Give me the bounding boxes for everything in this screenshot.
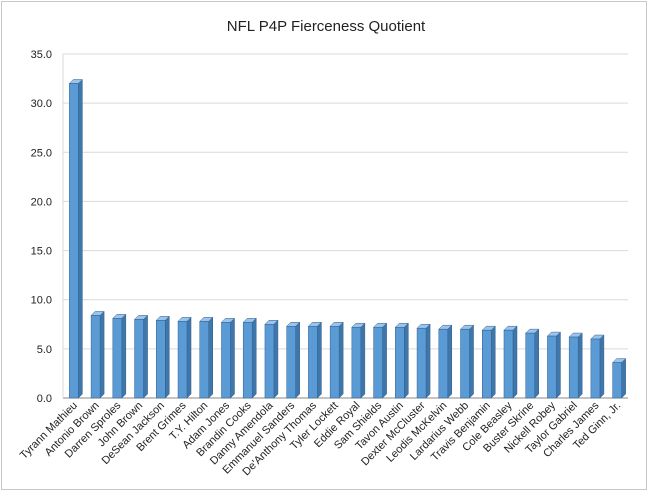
bar (590, 334, 605, 399)
bar-front (221, 322, 231, 399)
bar (220, 317, 236, 399)
bar-side (186, 316, 192, 399)
bar-front (590, 338, 601, 399)
y-tick-label: 35.0 (31, 49, 52, 61)
bar-front (525, 332, 535, 399)
bar-side (121, 313, 127, 399)
bar-front (612, 362, 622, 399)
bar (394, 322, 409, 399)
bar (155, 315, 170, 399)
bar (525, 328, 540, 399)
bar-front (134, 319, 144, 399)
bar (438, 324, 453, 399)
bar-front (329, 326, 340, 399)
bar-front (264, 324, 275, 399)
bar-front (177, 321, 188, 399)
bar-side (382, 322, 387, 399)
bar-side (208, 316, 213, 399)
bar-front (547, 335, 557, 399)
bar-side (295, 321, 300, 399)
bar-front (90, 315, 101, 399)
bar-front (503, 329, 514, 399)
bar (177, 316, 192, 399)
bar-front (308, 326, 318, 399)
bar (329, 321, 344, 399)
bar-front (568, 336, 579, 399)
bar-front (416, 327, 427, 399)
bar-side (338, 321, 344, 399)
bar (90, 310, 105, 399)
bar-front (460, 328, 470, 399)
bar (416, 323, 431, 399)
bar-front (438, 328, 449, 399)
bar-side (360, 322, 366, 399)
bar (242, 317, 257, 399)
y-tick-label: 5.0 (37, 344, 52, 356)
y-tick-label: 30.0 (31, 98, 52, 110)
bar-side (447, 324, 453, 399)
y-tick-label: 0.0 (37, 393, 52, 405)
bar-front (351, 326, 362, 399)
bar (264, 319, 279, 399)
bar-side (230, 317, 235, 399)
bar (503, 325, 518, 399)
y-tick-label: 10.0 (31, 295, 52, 307)
bar-side (251, 317, 257, 399)
y-tick-label: 25.0 (31, 147, 52, 159)
bar-front (156, 320, 166, 399)
bar (481, 325, 496, 399)
bar-side (512, 325, 518, 399)
bar-side (599, 334, 605, 399)
bar (351, 322, 366, 399)
bar-side (621, 358, 626, 399)
bar-front (286, 326, 296, 399)
bar-side (469, 324, 474, 399)
bar (568, 332, 583, 399)
bar-side (165, 315, 170, 399)
bar (546, 331, 562, 399)
y-axis-ticks: 0.0 5.0 10.0 15.0 20.0 25.0 30.0 35.0 (31, 49, 52, 405)
y-tick-label: 15.0 (31, 246, 52, 258)
bar-side (317, 321, 322, 399)
bar-front (69, 83, 79, 399)
bar-front (242, 322, 253, 399)
bar-side (577, 332, 583, 399)
bar-front (199, 321, 209, 399)
bar (307, 321, 323, 399)
bar (199, 316, 214, 399)
bar (133, 314, 149, 399)
chart-title: NFL P4P Fierceness Quotient (227, 18, 426, 35)
bar-side (556, 331, 561, 399)
y-tick-label: 20.0 (31, 196, 52, 208)
bar (372, 322, 388, 399)
bar-front (373, 326, 383, 399)
bar (112, 313, 127, 399)
bar (286, 321, 301, 399)
bar-side (143, 314, 148, 399)
bars (68, 78, 627, 399)
bar-side (273, 319, 279, 399)
bar-side (404, 322, 409, 399)
bar-front (395, 326, 405, 399)
bar-side (99, 310, 105, 399)
bar-front (482, 329, 492, 399)
bar (459, 324, 475, 399)
bar-side (78, 78, 83, 399)
bar-side (534, 328, 539, 399)
bar-side (425, 323, 431, 399)
bar (612, 358, 627, 399)
bar-front (112, 318, 123, 399)
bar-side (491, 325, 496, 399)
bar (68, 78, 83, 399)
